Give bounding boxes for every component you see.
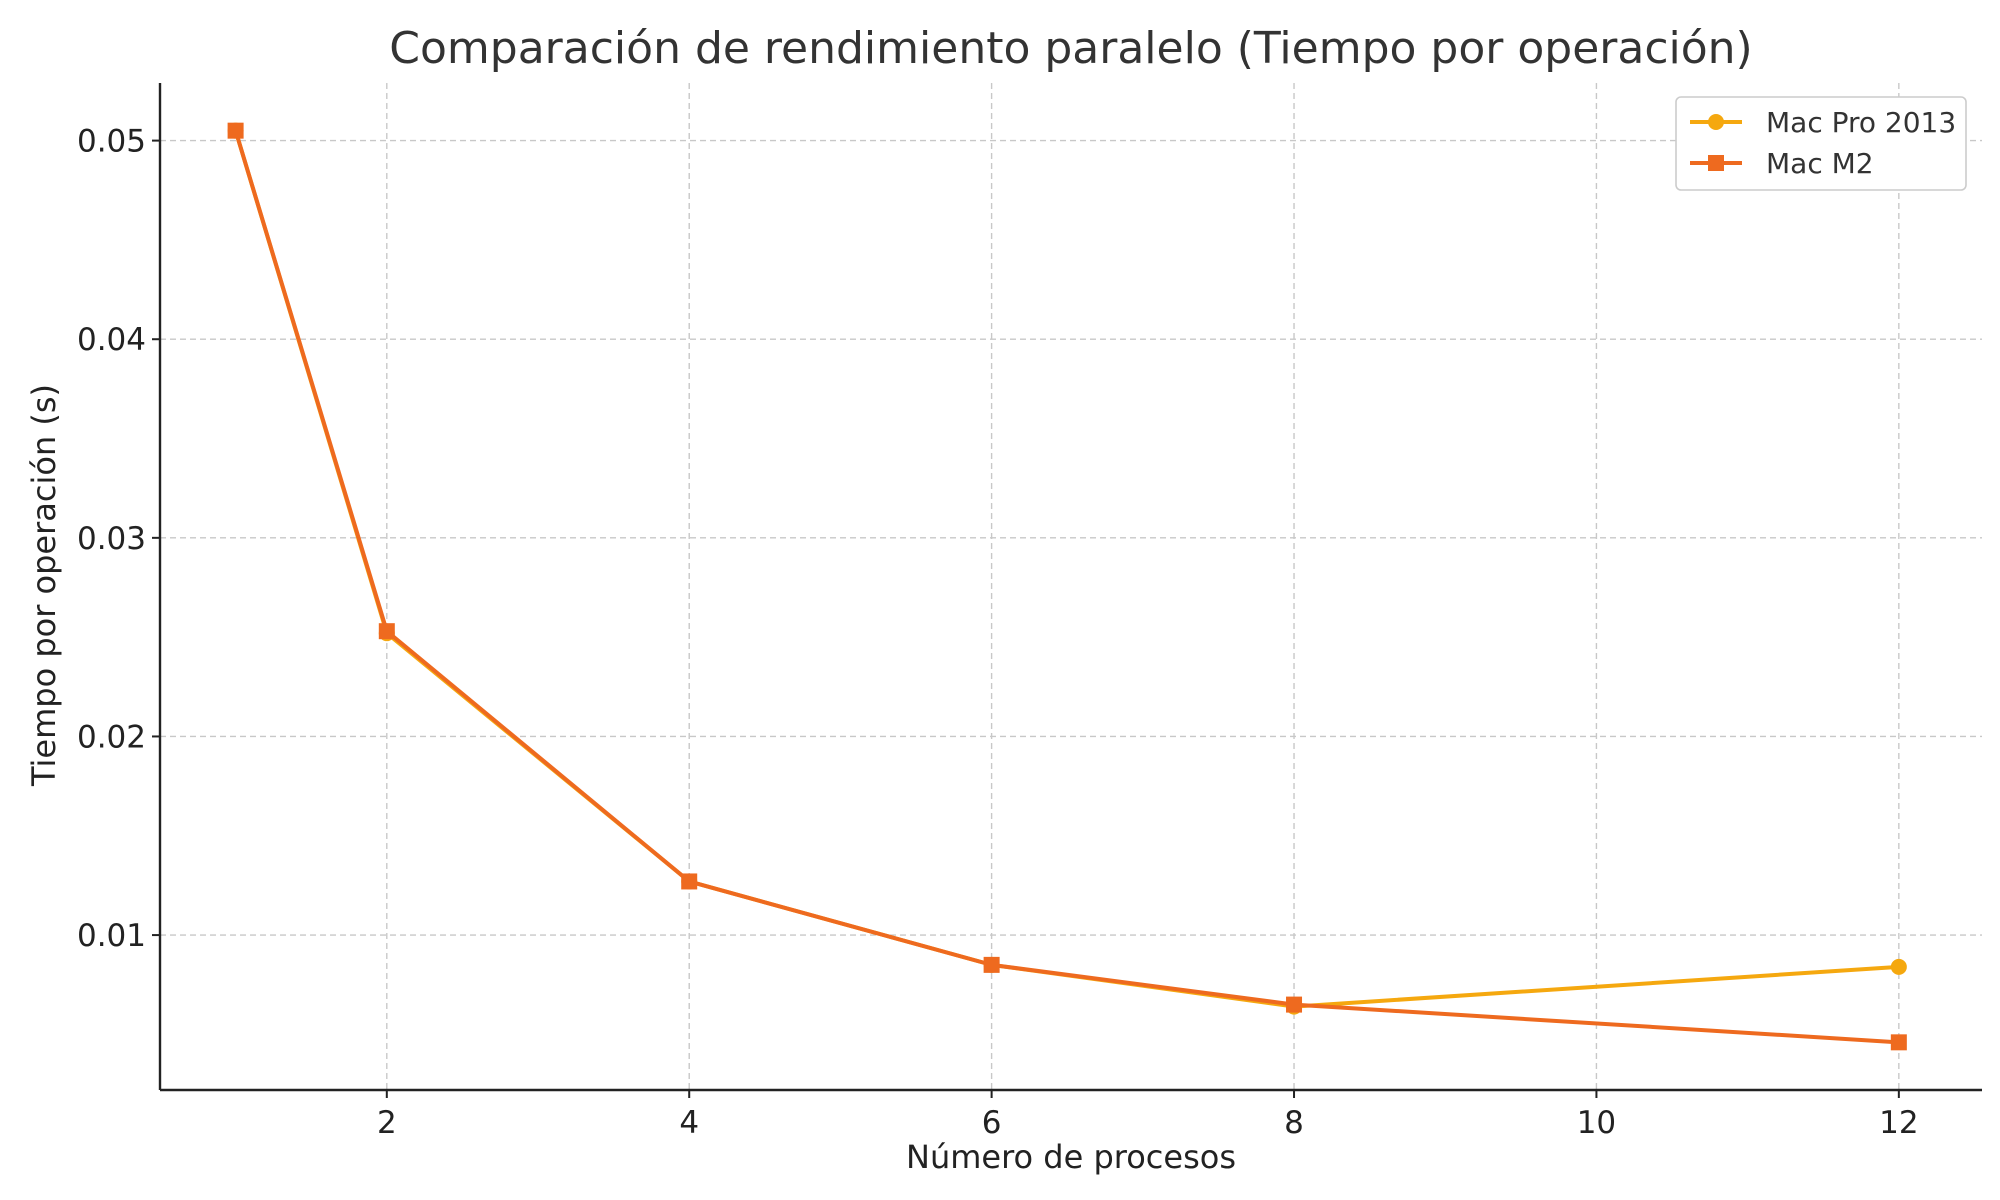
y-tick-label: 0.03 (77, 521, 146, 557)
data-point-mac-m2 (1890, 1034, 1907, 1051)
y-tick-label: 0.05 (77, 124, 146, 160)
series-mac-pro-2013 (227, 122, 1907, 1015)
chart-title: Comparación de rendimiento paralelo (Tie… (389, 23, 1752, 74)
data-point-mac-m2 (378, 623, 395, 640)
legend-item-mac-pro-2013: Mac Pro 2013 (1690, 106, 1956, 139)
data-point-mac-m2 (681, 873, 698, 890)
legend: Mac Pro 2013 Mac M2 (1675, 96, 1967, 191)
x-tick-label: 6 (982, 1105, 1002, 1141)
x-tick-label: 10 (1577, 1105, 1616, 1141)
legend-label-mac-m2: Mac M2 (1766, 147, 1874, 180)
series-group (227, 122, 1907, 1051)
data-point-mac-m2 (227, 122, 244, 139)
tick-labels: 2 4 6 8 10 12 0.01 0.02 0.03 0.04 0.05 (77, 124, 1919, 1141)
series-line-mac-pro-2013 (233, 130, 1899, 1009)
series-line-mac-m2 (233, 130, 1899, 1045)
data-point-mac-m2 (1286, 996, 1303, 1013)
y-tick-label: 0.04 (77, 322, 146, 358)
y-tick-label: 0.02 (77, 719, 146, 755)
legend-item-mac-m2: Mac M2 (1690, 147, 1874, 180)
axes (158, 83, 1982, 1092)
data-point-mac-pro-2013 (1890, 958, 1907, 975)
x-tick-label: 12 (1879, 1105, 1918, 1141)
x-tick-label: 2 (377, 1105, 397, 1141)
y-axis-label: Tiempo por operación (s) (25, 384, 63, 787)
y-tick-label: 0.01 (77, 918, 146, 954)
x-axis-label: Número de procesos (906, 1138, 1236, 1176)
series-mac-m2 (227, 122, 1907, 1051)
legend-box (1675, 96, 1967, 191)
x-tick-label: 4 (679, 1105, 699, 1141)
x-tick-label: 8 (1284, 1105, 1304, 1141)
data-point-mac-m2 (983, 956, 1000, 973)
legend-marker-mac-m2 (1708, 155, 1724, 171)
grid (160, 83, 1982, 1090)
legend-marker-mac-pro-2013 (1708, 114, 1724, 130)
legend-label-mac-pro-2013: Mac Pro 2013 (1766, 106, 1956, 139)
